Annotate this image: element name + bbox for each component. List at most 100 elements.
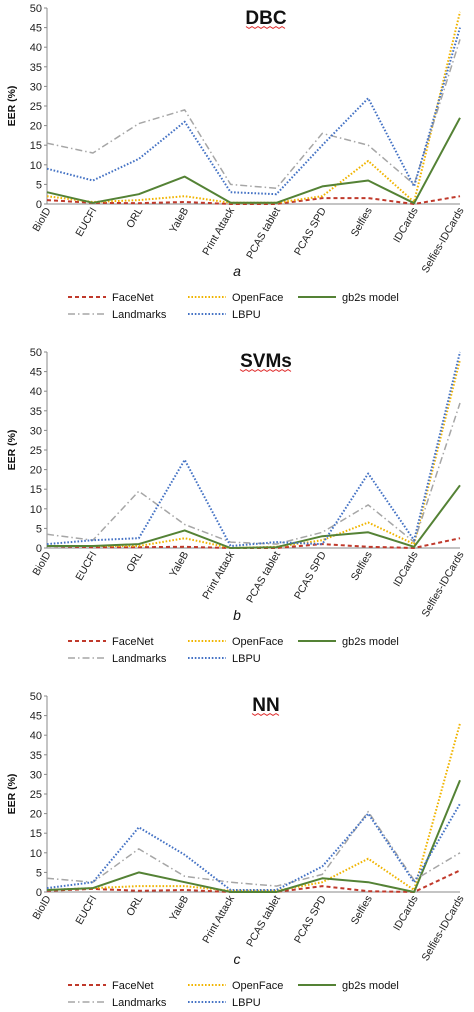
y-tick-label: 10 <box>30 160 42 172</box>
series-line-lbpu <box>46 351 461 547</box>
legend-item: Landmarks <box>68 309 167 321</box>
y-axis-label: EER (%) <box>6 774 18 815</box>
chart-panel-3: 0 5 10 15 20 25 30 35 40 45 50 EER (%) BioID EUCFI ORL… <box>6 691 467 1009</box>
title-underline <box>245 26 286 29</box>
legend-label: gb2s model <box>342 980 399 992</box>
y-tick-label: 40 <box>30 386 42 398</box>
legend-item: FaceNet <box>68 980 154 992</box>
chart-title: DBC <box>245 8 286 29</box>
legend-label: OpenFace <box>232 980 283 992</box>
x-tick-label: ORL <box>124 549 145 574</box>
y-axis-label: EER (%) <box>6 86 18 127</box>
y-tick-label: 35 <box>30 62 42 74</box>
series-line-openface <box>46 11 461 204</box>
series-line-gb2s-model <box>47 484 461 549</box>
x-tick-label: EUCFI <box>73 550 99 583</box>
y-tick-label: 0 <box>36 199 42 211</box>
x-tick-label: Selfies <box>349 894 375 927</box>
y-tick-label: 50 <box>30 691 42 703</box>
series-line-landmarks <box>46 402 461 545</box>
x-tick-label: EUCFI <box>73 894 99 927</box>
series-line-landmarks <box>46 39 461 190</box>
y-tick-label: 35 <box>30 750 42 762</box>
chart-title: SVMs <box>240 351 292 372</box>
x-tick-label: PCAS SPD <box>292 893 329 945</box>
legend-item: Landmarks <box>68 997 167 1009</box>
chart-panel-1: 0 5 10 15 20 25 30 35 40 45 50 EER (%) BioID EUCFI ORL… <box>6 3 467 321</box>
legend-item: OpenFace <box>188 292 283 304</box>
y-tick-label: 35 <box>30 406 42 418</box>
x-tick-label: BioID <box>30 549 53 578</box>
title-underline <box>251 713 280 716</box>
chart-title: NN <box>252 695 279 716</box>
subplot-label: a <box>233 263 241 279</box>
series-line-gb2s-model <box>46 117 461 205</box>
series-line-openface <box>46 723 461 892</box>
legend-label: OpenFace <box>232 292 283 304</box>
x-tick-label: IDCards <box>391 894 421 933</box>
x-tick-label: BioID <box>30 893 53 922</box>
y-tick-label: 40 <box>30 42 42 54</box>
y-tick-label: 20 <box>30 121 42 133</box>
y-tick-label: 40 <box>30 730 42 742</box>
legend-label: Landmarks <box>112 653 167 665</box>
y-tick-label: 5 <box>36 179 42 191</box>
y-tick-label: 30 <box>30 769 42 781</box>
x-tick-label: YaleB <box>167 206 191 236</box>
x-tick-label: Selfies <box>349 206 375 239</box>
legend-label: Landmarks <box>112 309 167 321</box>
legend-item: FaceNet <box>68 636 154 648</box>
subplot-label: c <box>234 951 241 967</box>
y-tick-label: 0 <box>36 543 42 555</box>
y-axis-label: EER (%) <box>6 430 18 471</box>
x-tick-label: Print Attack <box>200 205 237 258</box>
y-tick-label: 25 <box>30 101 42 113</box>
x-tick-label: PCAS tablet <box>244 205 283 261</box>
x-tick-label: Selfies-IDCards <box>419 894 466 964</box>
legend-label: gb2s model <box>342 292 399 304</box>
legend-item: gb2s model <box>298 292 399 304</box>
chart-panel-2: 0 5 10 15 20 25 30 35 40 45 50 EER (%) BioID EUCFI ORL… <box>6 347 467 665</box>
legend-label: LBPU <box>232 653 261 665</box>
y-tick-label: 45 <box>30 367 42 379</box>
series-line-lbpu <box>46 803 461 891</box>
x-tick-label: ORL <box>124 893 145 918</box>
x-tick-label: IDCards <box>391 550 421 589</box>
legend-item: LBPU <box>188 309 261 321</box>
y-tick-label: 10 <box>30 504 42 516</box>
legend-label: OpenFace <box>232 636 283 648</box>
y-tick-label: 30 <box>30 425 42 437</box>
y-tick-label: 30 <box>30 81 42 93</box>
x-tick-label: Selfies-IDCards <box>419 206 466 276</box>
x-tick-label: PCAS tablet <box>244 893 283 949</box>
y-tick-label: 50 <box>30 347 42 359</box>
y-tick-label: 15 <box>30 828 42 840</box>
legend-label: FaceNet <box>112 636 154 648</box>
x-tick-label: PCAS SPD <box>292 205 329 257</box>
series-line-landmarks <box>46 810 461 887</box>
series-line-lbpu <box>46 27 461 196</box>
x-tick-label: EUCFI <box>73 206 99 239</box>
series-line-openface <box>47 359 461 549</box>
x-tick-label: Print Attack <box>200 549 237 602</box>
x-tick-label: Selfies <box>349 550 375 583</box>
series-line-facenet <box>46 195 461 205</box>
y-tick-label: 15 <box>30 484 42 496</box>
legend-item: LBPU <box>188 653 261 665</box>
y-tick-label: 20 <box>30 465 42 477</box>
subplot-label: b <box>233 607 241 623</box>
title-underline <box>239 369 292 372</box>
legend-label: gb2s model <box>342 636 399 648</box>
y-tick-label: 25 <box>30 445 42 457</box>
legend-label: FaceNet <box>112 980 154 992</box>
y-tick-label: 15 <box>30 140 42 152</box>
x-tick-label: PCAS SPD <box>292 549 329 601</box>
legend-item: Landmarks <box>68 653 167 665</box>
legend-item: OpenFace <box>188 980 283 992</box>
x-tick-label: YaleB <box>167 894 191 924</box>
legend-item: FaceNet <box>68 292 154 304</box>
legend-label: Landmarks <box>112 997 167 1009</box>
x-tick-label: PCAS tablet <box>244 549 283 605</box>
y-tick-label: 50 <box>30 3 42 15</box>
